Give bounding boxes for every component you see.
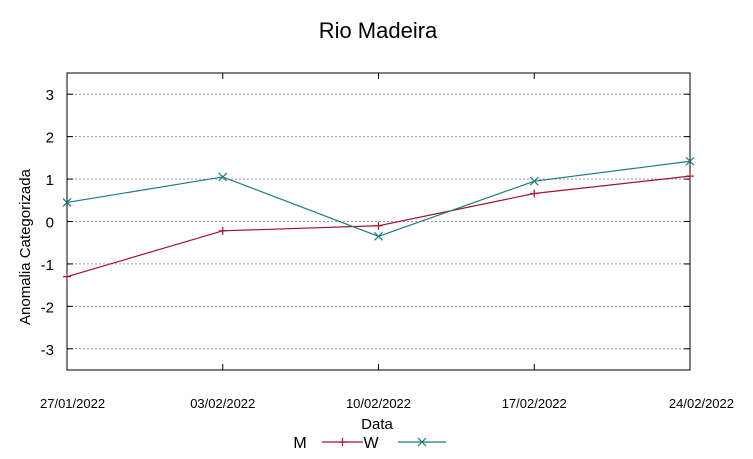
series-w-point (529, 176, 539, 186)
legend-label-m: M (293, 435, 306, 452)
x-tick-label: 27/01/2022 (40, 396, 105, 411)
series-w-point (374, 231, 383, 241)
y-tick-label: 0 (46, 215, 54, 232)
legend-marker-m (338, 438, 347, 446)
y-tick-label: 3 (46, 87, 54, 104)
legend-item-m: M (293, 435, 363, 452)
y-axis-title: Anomalia Categorizada (17, 168, 34, 325)
series-w-point (218, 172, 228, 182)
series-w-point-stroke (62, 197, 72, 207)
legend-label-w: W (363, 435, 379, 452)
series-m-point (686, 172, 694, 181)
y-tick-label: -2 (41, 299, 54, 316)
y-tick-label: 2 (46, 130, 54, 147)
series-w-point-stroke (374, 231, 383, 241)
series-w-point (62, 197, 72, 207)
chart-title: Rio Madeira (319, 18, 438, 43)
legend-marker-w-stroke (417, 437, 427, 447)
x-tick-label: 10/02/2022 (346, 396, 411, 411)
series-group (62, 156, 695, 281)
series-w-point-stroke (685, 156, 695, 166)
series-m-point (63, 272, 71, 281)
x-tick-label: 24/02/2022 (669, 396, 734, 411)
x-tick-label: 03/02/2022 (190, 396, 255, 411)
series-m (63, 172, 694, 281)
y-tick-label: 1 (46, 172, 54, 189)
series-m-point (374, 221, 383, 230)
y-tick-label: -1 (41, 257, 54, 274)
x-axis-title: Data (361, 416, 393, 433)
series-w (62, 156, 695, 241)
y-axis-ticks: -3 -2 -1 0 1 2 3 (41, 87, 690, 359)
series-m-point (530, 189, 539, 198)
y-tick-label: -3 (41, 342, 54, 359)
series-w-point-stroke (529, 176, 539, 186)
legend-marker-w (417, 437, 427, 447)
legend-item-w: W (363, 435, 446, 452)
series-m-point (218, 226, 227, 235)
series-w-point (685, 156, 695, 166)
x-axis-ticks: 27/01/2022 03/02/2022 10/02/2022 17/02/2022… (40, 73, 734, 411)
series-w-point-stroke (218, 172, 228, 182)
grid-lines (67, 93, 690, 350)
x-tick-label: 17/02/2022 (502, 396, 567, 411)
